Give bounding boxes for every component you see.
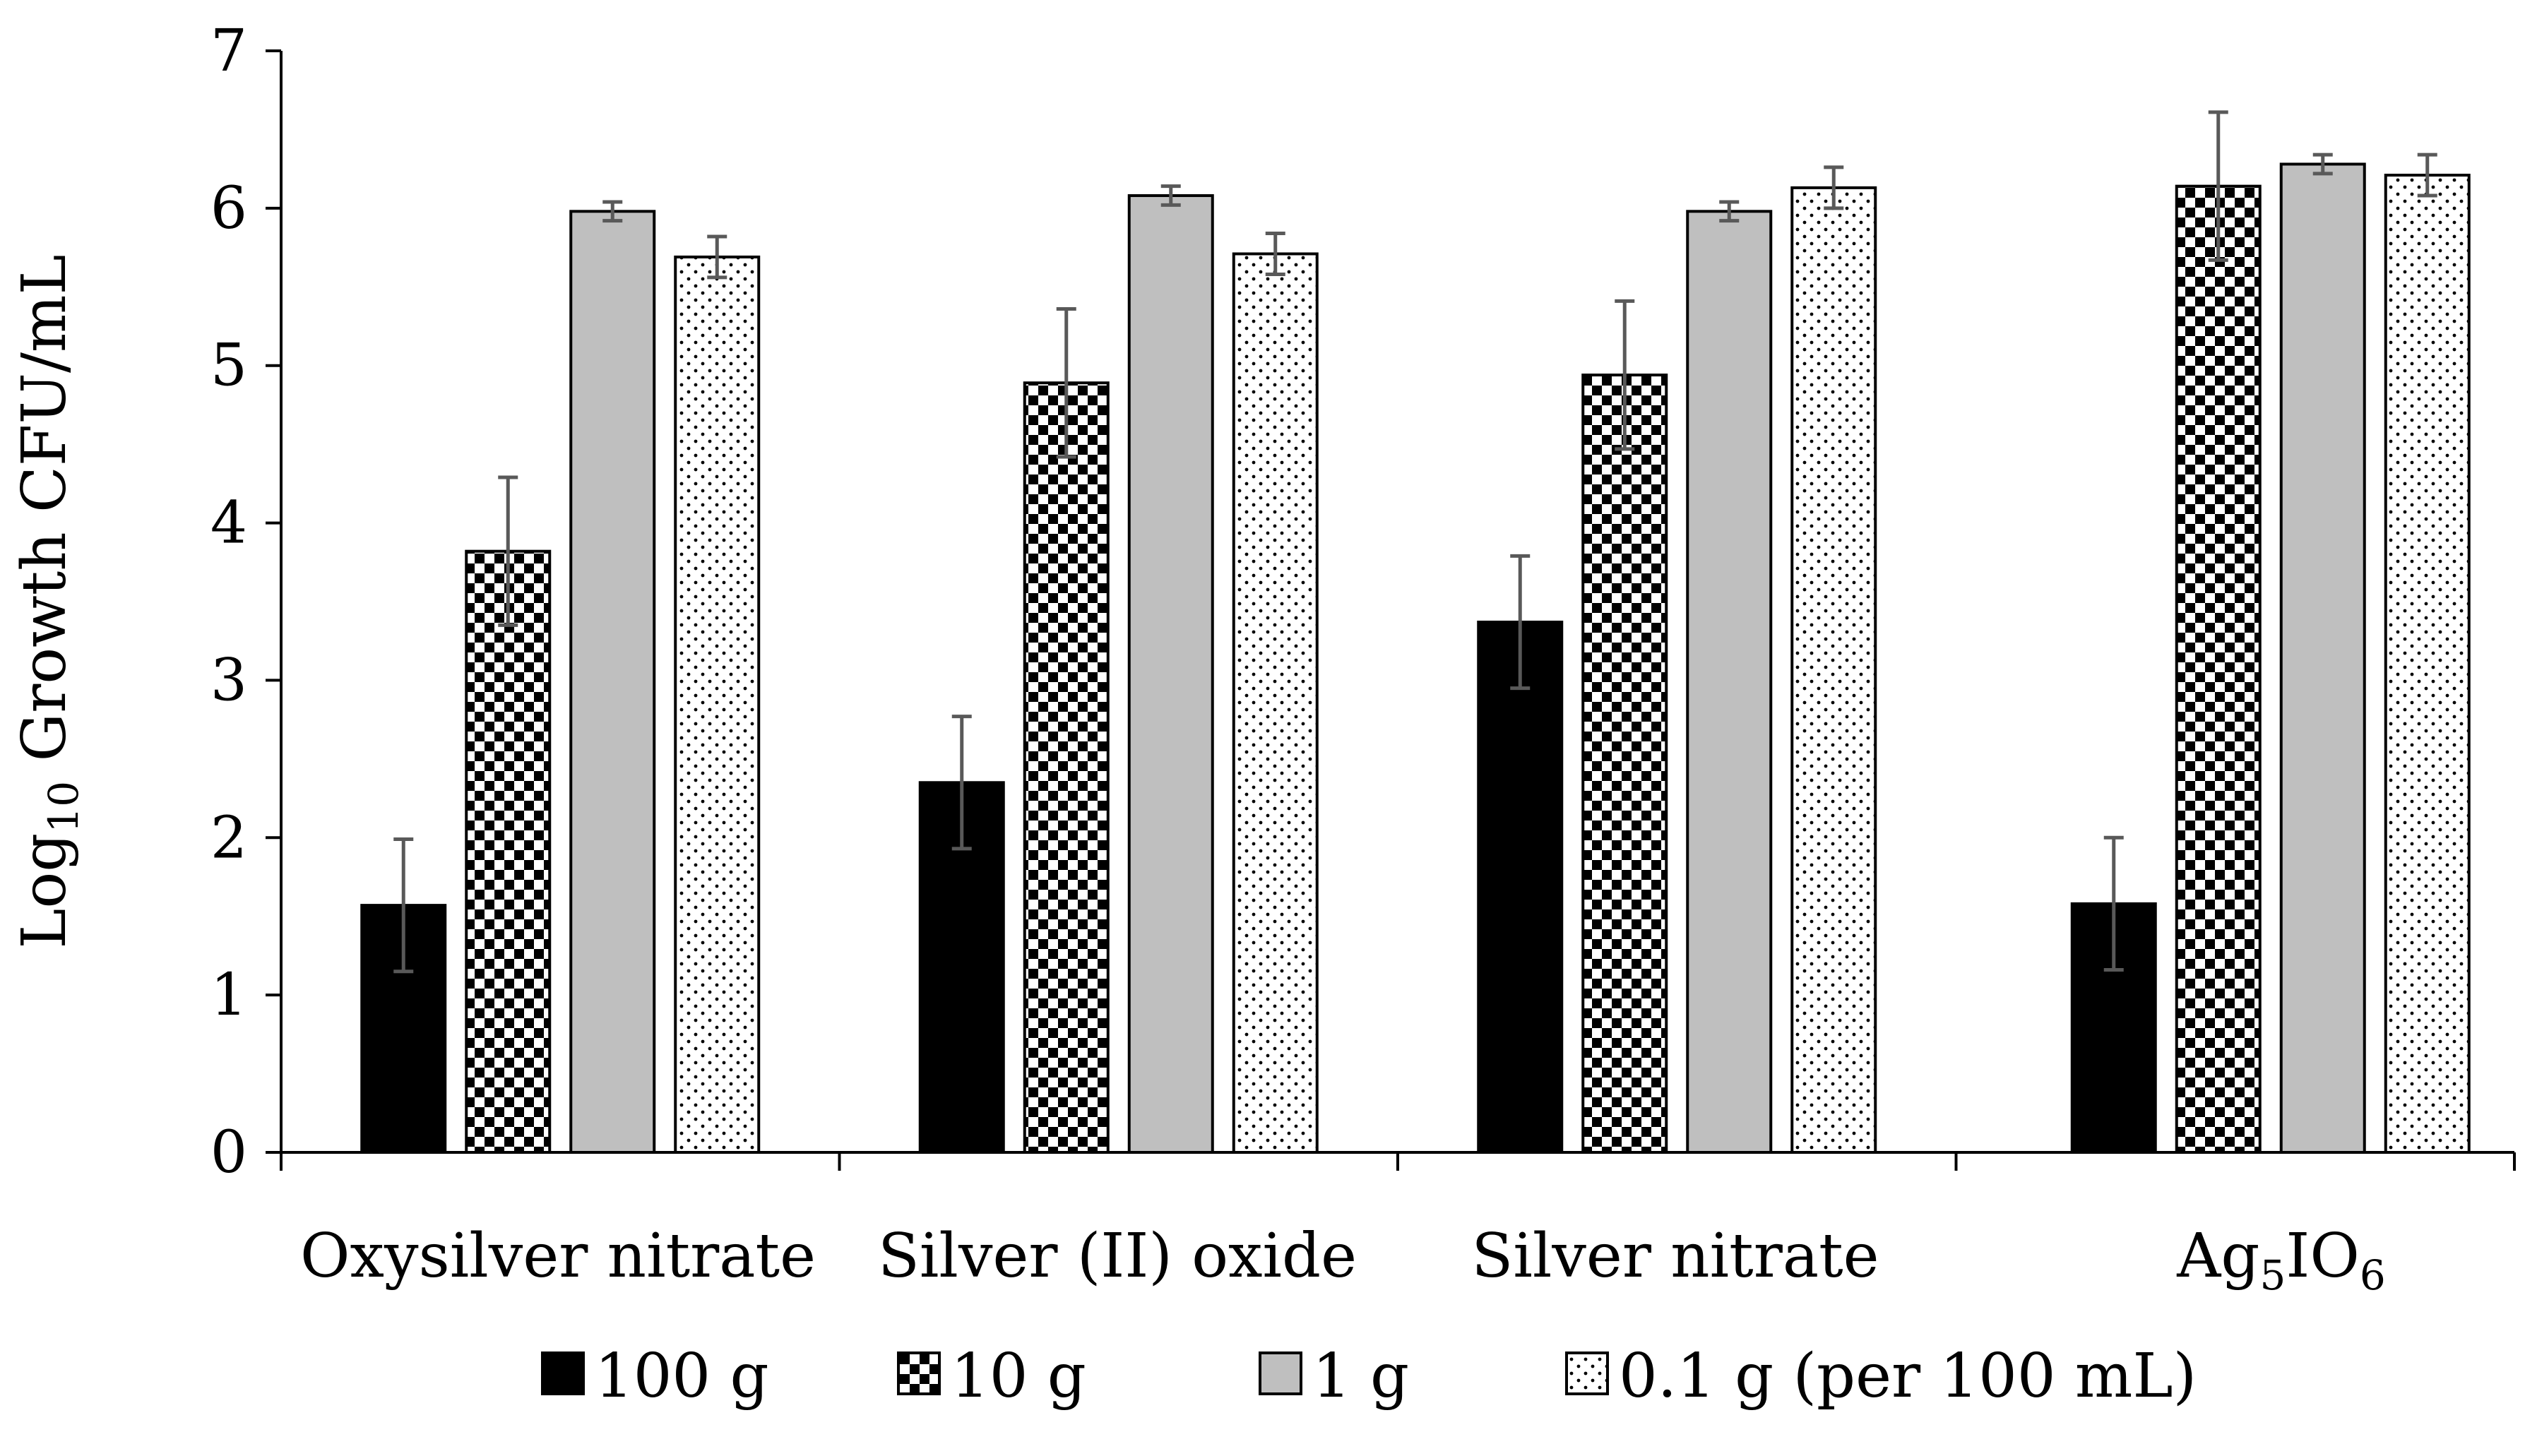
y-tick-label: 1 — [210, 962, 247, 1029]
legend: 100 g 10 g 1 g 0.1 g (per 100 mL) — [541, 1341, 2197, 1412]
error-bar-ag5io6-10g — [2208, 110, 2228, 262]
y-tick-label: 0 — [210, 1119, 247, 1186]
bar-ag5io6-10g — [2175, 184, 2262, 1154]
error-bars — [393, 110, 2437, 974]
bar-silver-nitrate-1g — [1686, 210, 1773, 1154]
bar-ag5io6-1g — [2279, 162, 2366, 1154]
error-bar-silver-ii-oxide-1g — [1160, 184, 1181, 207]
error-bar-oxysilver-nitrate-0-1g — [707, 234, 727, 280]
bar-oxysilver-nitrate-0-1g — [674, 255, 761, 1154]
legend-label: 100 g — [595, 1341, 769, 1412]
y-axis: 0 1 2 3 4 5 6 7 — [210, 18, 283, 1186]
bar-oxysilver-nitrate-10g — [465, 549, 552, 1154]
legend-swatch — [541, 1351, 585, 1395]
y-tick-label: 6 — [210, 175, 247, 242]
x-axis — [280, 1151, 2516, 1171]
bars — [360, 162, 2471, 1154]
y-tick-label: 7 — [210, 18, 247, 85]
error-bar-silver-nitrate-0-1g — [1824, 165, 1844, 210]
category-label-silver-ii-oxide: Silver (II) oxide — [878, 1221, 1357, 1291]
legend-item-10g: 10 g — [897, 1341, 1086, 1412]
error-bar-silver-nitrate-10g — [1615, 299, 1635, 451]
category-label-oxysilver-nitrate: Oxysilver nitrate — [300, 1221, 816, 1291]
bar-ag5io6-0-1g — [2384, 174, 2471, 1154]
bar-silver-nitrate-0-1g — [1790, 186, 1877, 1154]
error-bar-silver-ii-oxide-100g — [951, 715, 972, 851]
y-axis-title: Log10 Growth CFU/mL — [9, 254, 88, 948]
legend-item-0-1g: 0.1 g (per 100 mL) — [1565, 1341, 2197, 1412]
error-bar-ag5io6-100g — [2103, 835, 2124, 972]
y-tick-label: 2 — [210, 804, 247, 871]
legend-label: 1 g — [1312, 1341, 1409, 1412]
bar-oxysilver-nitrate-1g — [569, 210, 656, 1154]
bar-silver-nitrate-100g — [1477, 620, 1564, 1154]
legend-swatch — [897, 1351, 941, 1395]
legend-item-100g: 100 g — [541, 1341, 769, 1412]
legend-label: 10 g — [951, 1341, 1086, 1412]
legend-label: 0.1 g (per 100 mL) — [1619, 1341, 2197, 1412]
category-label-ag5io6: Ag5IO6 — [2176, 1221, 2385, 1299]
category-labels: Oxysilver nitrate Silver (II) oxide Silver… — [300, 1221, 2386, 1299]
y-axis-label: Log10 Growth CFU/mL — [9, 254, 88, 948]
error-bar-silver-nitrate-1g — [1719, 200, 1740, 223]
error-bar-oxysilver-nitrate-10g — [498, 475, 518, 627]
error-bar-silver-ii-oxide-10g — [1056, 306, 1076, 459]
legend-swatch — [1259, 1351, 1302, 1395]
bar-silver-ii-oxide-1g — [1127, 194, 1214, 1154]
error-bar-ag5io6-0-1g — [2417, 153, 2437, 198]
legend-item-1g: 1 g — [1259, 1341, 1409, 1412]
bar-silver-ii-oxide-10g — [1023, 381, 1110, 1154]
bar-silver-nitrate-10g — [1581, 374, 1668, 1154]
category-label-silver-nitrate: Silver nitrate — [1471, 1221, 1879, 1291]
y-tick-label: 4 — [210, 490, 247, 557]
error-bar-silver-nitrate-100g — [1510, 554, 1531, 691]
y-tick-label: 5 — [210, 333, 247, 400]
y-tick-label: 3 — [210, 647, 247, 714]
bar-silver-ii-oxide-0-1g — [1232, 252, 1319, 1154]
legend-swatch — [1565, 1351, 1609, 1395]
error-bar-oxysilver-nitrate-1g — [602, 200, 623, 223]
error-bar-silver-ii-oxide-0-1g — [1265, 232, 1285, 276]
error-bar-ag5io6-1g — [2312, 153, 2333, 176]
error-bar-oxysilver-nitrate-100g — [393, 837, 414, 974]
